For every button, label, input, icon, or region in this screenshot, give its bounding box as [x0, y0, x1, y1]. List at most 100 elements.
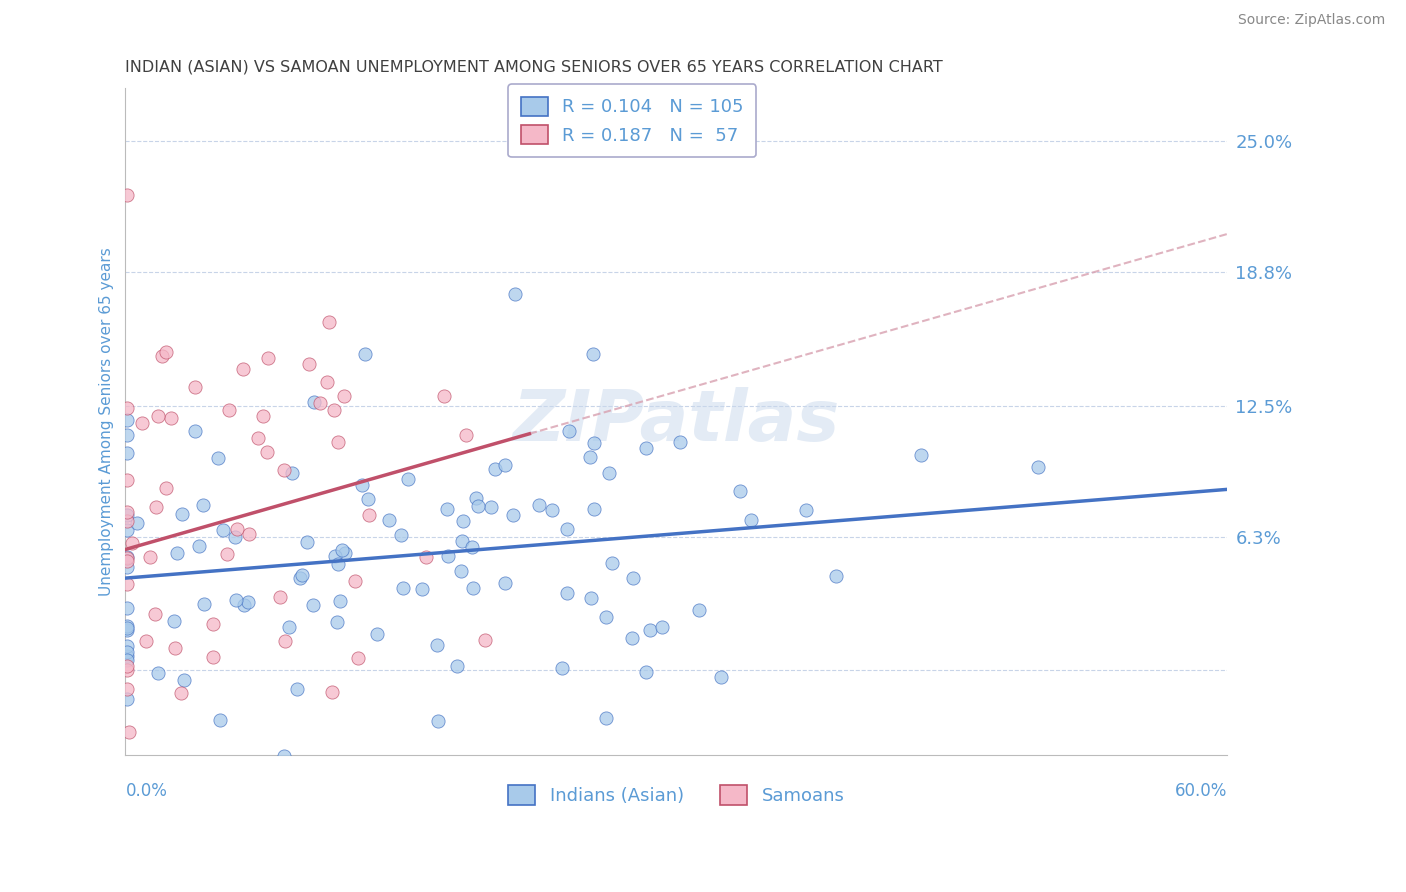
- Point: [636, 442, 658, 456]
- Point: [621, 571, 644, 585]
- Point: [117, 659, 139, 673]
- Point: [333, 389, 356, 403]
- Point: [479, 500, 502, 515]
- Point: [352, 478, 374, 492]
- Point: [740, 513, 762, 527]
- Point: [494, 458, 516, 472]
- Point: [308, 396, 330, 410]
- Point: [329, 593, 352, 607]
- Point: [910, 448, 932, 462]
- Point: [583, 502, 606, 516]
- Point: [145, 500, 167, 514]
- Point: [579, 450, 602, 465]
- Point: [117, 515, 139, 529]
- Point: [232, 362, 254, 376]
- Point: [209, 714, 232, 728]
- Point: [582, 436, 605, 450]
- Point: [502, 508, 524, 522]
- Point: [155, 481, 177, 495]
- Point: [135, 634, 157, 648]
- Point: [378, 513, 401, 527]
- Point: [391, 582, 413, 596]
- Point: [558, 425, 581, 439]
- Point: [172, 507, 194, 521]
- Point: [211, 523, 233, 537]
- Point: [117, 653, 139, 667]
- Point: [117, 551, 139, 566]
- Point: [323, 403, 346, 417]
- Point: [187, 539, 209, 553]
- Point: [117, 681, 139, 696]
- Point: [117, 473, 139, 487]
- Point: [415, 549, 437, 564]
- Point: [366, 626, 388, 640]
- Point: [218, 402, 240, 417]
- Point: [155, 345, 177, 359]
- Point: [688, 603, 710, 617]
- Point: [333, 546, 356, 560]
- Point: [117, 623, 139, 637]
- Point: [529, 499, 551, 513]
- Point: [730, 483, 752, 498]
- Point: [344, 574, 367, 588]
- Point: [184, 425, 207, 439]
- Point: [318, 315, 340, 329]
- Text: Source: ZipAtlas.com: Source: ZipAtlas.com: [1237, 13, 1385, 28]
- Point: [117, 505, 139, 519]
- Point: [484, 462, 506, 476]
- Point: [450, 565, 472, 579]
- Point: [346, 651, 368, 665]
- Point: [225, 593, 247, 607]
- Point: [121, 536, 143, 550]
- Legend: Indians (Asian), Samoans: Indians (Asian), Samoans: [501, 778, 852, 813]
- Point: [269, 590, 291, 604]
- Point: [825, 568, 848, 582]
- Point: [295, 535, 318, 549]
- Point: [451, 534, 474, 549]
- Point: [117, 413, 139, 427]
- Text: 60.0%: 60.0%: [1174, 781, 1227, 799]
- Point: [437, 549, 460, 563]
- Point: [557, 586, 579, 600]
- Point: [426, 714, 449, 728]
- Point: [170, 686, 193, 700]
- Point: [117, 508, 139, 523]
- Point: [184, 380, 207, 394]
- Point: [139, 550, 162, 565]
- Point: [273, 463, 295, 477]
- Point: [274, 633, 297, 648]
- Point: [117, 621, 139, 635]
- Point: [411, 582, 433, 596]
- Point: [238, 595, 260, 609]
- Point: [359, 508, 381, 522]
- Point: [288, 571, 311, 585]
- Point: [117, 619, 139, 633]
- Point: [285, 681, 308, 696]
- Point: [467, 500, 489, 514]
- Point: [332, 543, 354, 558]
- Point: [146, 409, 169, 424]
- Point: [117, 649, 139, 664]
- Point: [117, 600, 139, 615]
- Point: [356, 492, 378, 507]
- Point: [321, 685, 343, 699]
- Point: [173, 673, 195, 687]
- Point: [117, 428, 139, 442]
- Point: [257, 351, 280, 365]
- Point: [256, 444, 278, 458]
- Point: [1026, 460, 1049, 475]
- Point: [143, 607, 166, 621]
- Point: [436, 501, 458, 516]
- Point: [595, 711, 617, 725]
- Point: [193, 597, 215, 611]
- Point: [598, 466, 620, 480]
- Point: [433, 389, 456, 403]
- Y-axis label: Unemployment Among Seniors over 65 years: Unemployment Among Seniors over 65 years: [100, 247, 114, 596]
- Point: [117, 645, 139, 659]
- Point: [246, 431, 269, 445]
- Point: [446, 658, 468, 673]
- Point: [238, 526, 260, 541]
- Point: [117, 559, 139, 574]
- Point: [207, 451, 229, 466]
- Point: [454, 428, 477, 442]
